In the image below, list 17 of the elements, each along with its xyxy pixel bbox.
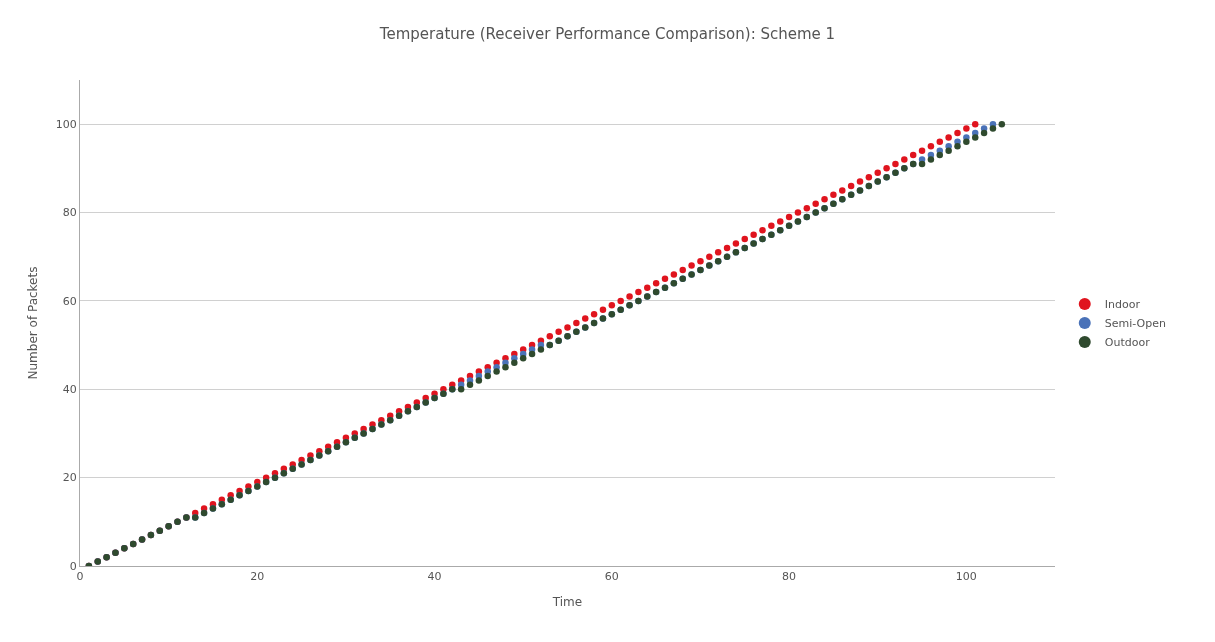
x-tick-label: 100 [955,570,977,584]
legend-label: Semi-Open [1104,317,1166,331]
x-tick-label: 40 [427,570,442,584]
y-tick-label: 0 [69,559,77,573]
chart-title: Temperature (Receiver Performance Comparison): Scheme 1 [378,25,836,44]
x-axis-title: Time [551,595,583,610]
x-tick-label: 20 [250,570,265,584]
y-tick-label: 40 [62,383,77,397]
x-tick-label: 60 [604,570,619,584]
legend-label: Outdoor [1104,336,1151,350]
x-tick-label: 80 [782,570,797,584]
y-axis-title: Number of Packets [26,266,41,380]
y-tick-label: 20 [62,471,77,485]
y-tick-label: 80 [62,206,77,220]
y-tick-label: 100 [55,118,77,132]
y-tick-label: 60 [62,294,77,308]
legend-label: Indoor [1104,298,1141,312]
